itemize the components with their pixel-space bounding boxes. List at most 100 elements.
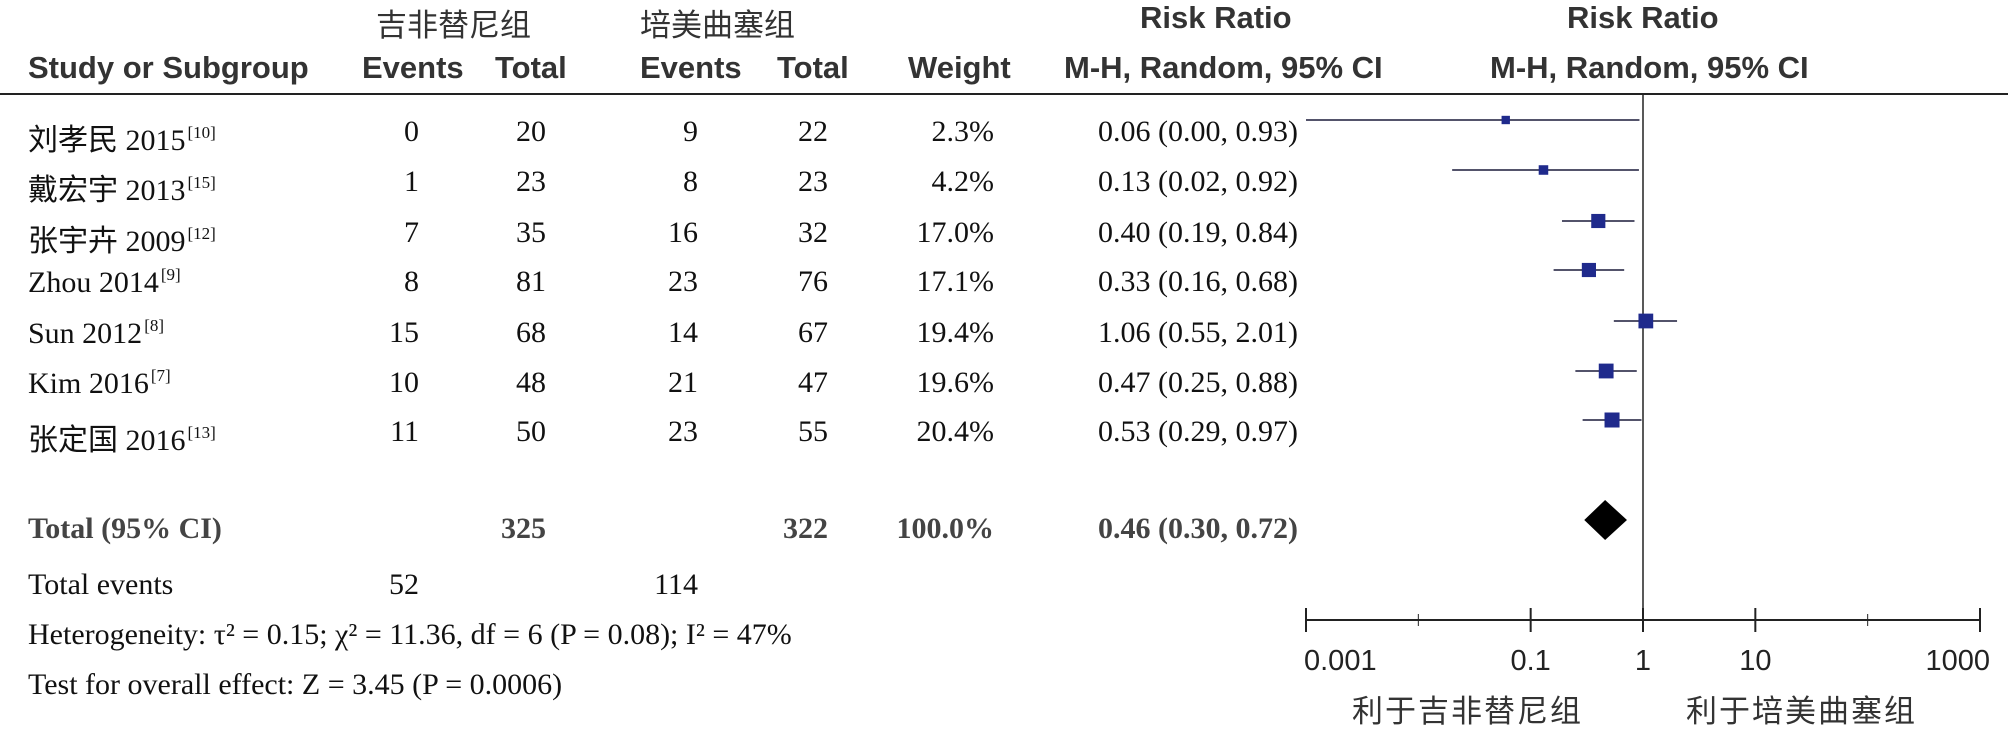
total1-cell: 68 [516,316,546,349]
study-column-header: Study or Subgroup [28,50,309,85]
total2-column-header: Total [777,50,849,85]
study-reference: [13] [187,423,216,442]
study-name: 刘孝民 2015 [10] [28,115,216,159]
ci-cell: 0.33 (0.16, 0.68) [1098,265,1298,298]
study-label: 戴宏宇 2013 [28,174,186,207]
events2-cell: 14 [668,316,698,349]
weight-cell: 17.1% [916,265,995,298]
total2-cell: 67 [798,316,828,349]
study-marker [1591,213,1606,229]
events2-cell: 23 [668,415,698,448]
study-marker [1604,412,1620,428]
total2-cell: 76 [798,265,828,298]
weight-cell: 19.6% [916,366,995,399]
events2-cell: 9 [683,115,698,148]
total-weight: 100.0% [896,512,995,545]
weight-cell: 2.3% [931,115,995,148]
total-ci: 0.46 (0.30, 0.72) [1098,512,1298,545]
total-n2: 322 [783,512,828,545]
ci-cell: 0.47 (0.25, 0.88) [1098,366,1298,399]
x-axis-tick-label: 0.1 [1511,645,1551,677]
method-table-header: M-H, Random, 95% CI [1064,50,1383,85]
study-label: Zhou 2014 [28,266,159,299]
total1-cell: 48 [516,366,546,399]
events1-cell: 1 [404,165,419,198]
study-marker [1501,115,1510,125]
study-marker [1538,165,1549,175]
weight-cell: 19.4% [916,316,995,349]
ci-cell: 0.13 (0.02, 0.92) [1098,165,1298,198]
study-reference: [8] [144,316,165,335]
total2-cell: 22 [798,115,828,148]
heterogeneity-text: Heterogeneity: τ² = 0.15; χ² = 11.36, df… [28,618,792,651]
study-name: Sun 2012 [8] [28,316,164,351]
group1-header: 吉非替尼组 [376,8,531,44]
weight-column-header: Weight [908,50,1011,85]
pooled-diamond [1584,500,1627,540]
events2-cell: 21 [668,366,698,399]
total1-column-header: Total [495,50,567,85]
study-marker [1638,313,1654,329]
events2-cell: 16 [668,216,698,249]
total1-cell: 35 [516,216,546,249]
total1-cell: 23 [516,165,546,198]
total1-cell: 81 [516,265,546,298]
x-axis-tick-label: 1000 [1925,645,1990,677]
total-events-1: 52 [389,568,419,601]
risk-ratio-table-title: Risk Ratio [1140,0,1292,35]
ci-cell: 0.06 (0.00, 0.93) [1098,115,1298,148]
total-label: Total (95% CI) [28,512,222,545]
study-name: 张宇卉 2009 [12] [28,216,216,260]
total-n1: 325 [501,512,546,545]
x-axis-tick-label: 0.001 [1304,645,1377,677]
total2-cell: 23 [798,165,828,198]
weight-cell: 4.2% [931,165,995,198]
study-reference: [15] [187,173,216,192]
ci-cell: 1.06 (0.55, 2.01) [1098,316,1298,349]
method-plot-header: M-H, Random, 95% CI [1490,50,1809,85]
study-label: Kim 2016 [28,367,149,400]
events1-cell: 11 [390,415,419,448]
study-reference: [7] [150,366,171,385]
study-label: 张定国 2016 [28,424,186,457]
events2-column-header: Events [640,50,742,85]
study-name: 张定国 2016 [13] [28,415,216,459]
study-reference: [10] [187,123,216,142]
x-axis-tick-label: 10 [1739,645,1771,677]
events2-cell: 23 [668,265,698,298]
x-axis-tick-label: 1 [1635,645,1651,677]
total2-cell: 32 [798,216,828,249]
study-reference: [9] [160,265,181,284]
total2-cell: 47 [798,366,828,399]
weight-cell: 17.0% [916,216,995,249]
study-label: Sun 2012 [28,317,143,350]
study-name: Kim 2016 [7] [28,366,171,401]
events1-cell: 7 [404,216,419,249]
total-events-2: 114 [654,568,698,601]
study-marker [1581,262,1596,278]
favours-left-label: 利于吉非替尼组 [1352,694,1583,730]
total1-cell: 20 [516,115,546,148]
favours-right-label: 利于培美曲塞组 [1686,694,1917,730]
events1-cell: 10 [389,366,419,399]
weight-cell: 20.4% [916,415,995,448]
study-reference: [12] [187,224,216,243]
study-label: 刘孝民 2015 [28,124,186,157]
total2-cell: 55 [798,415,828,448]
study-name: 戴宏宇 2013 [15] [28,165,216,209]
study-label: 张宇卉 2009 [28,225,186,258]
ci-cell: 0.40 (0.19, 0.84) [1098,216,1298,249]
ci-cell: 0.53 (0.29, 0.97) [1098,415,1298,448]
events1-cell: 15 [389,316,419,349]
total-events-label: Total events [28,568,174,601]
risk-ratio-plot-title: Risk Ratio [1567,0,1719,35]
events2-cell: 8 [683,165,698,198]
group2-header: 培美曲塞组 [640,8,795,44]
total1-cell: 50 [516,415,546,448]
header-rule [0,93,2008,95]
events1-cell: 0 [404,115,419,148]
events1-column-header: Events [362,50,464,85]
study-name: Zhou 2014 [9] [28,265,181,300]
overall-effect-text: Test for overall effect: Z = 3.45 (P = 0… [28,668,563,701]
